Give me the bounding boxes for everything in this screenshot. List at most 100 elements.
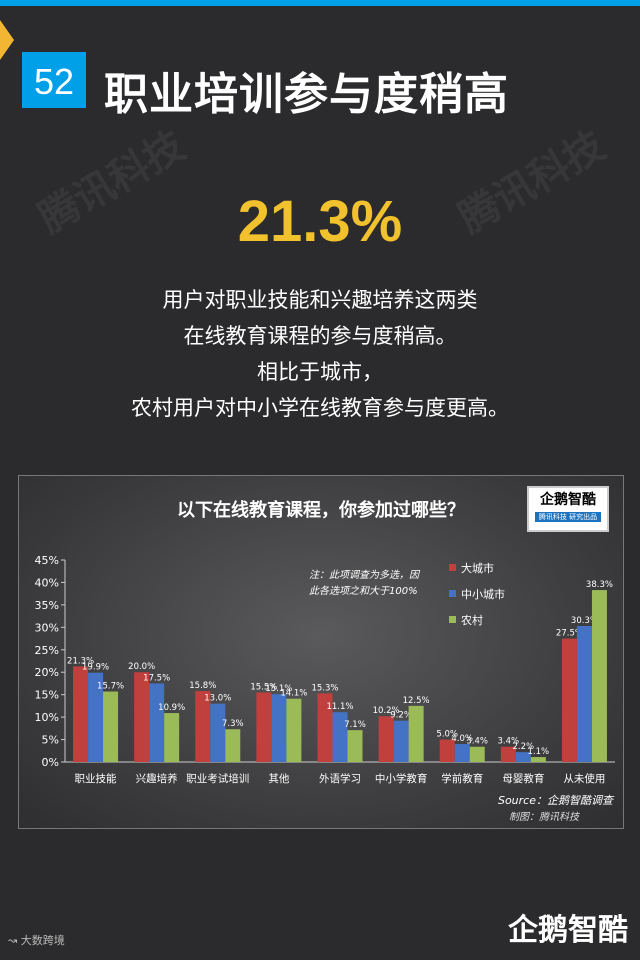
bar-农村	[591, 590, 607, 762]
bar-中小城市	[149, 683, 165, 762]
y-tick-label: 15%	[35, 689, 59, 702]
x-tick-label: 中小学教育	[375, 772, 428, 785]
x-tick-label: 职业考试培训	[186, 772, 249, 785]
x-tick-label: 学前教育	[441, 772, 483, 785]
bar-农村	[103, 691, 119, 762]
legend-label: 农村	[461, 613, 483, 627]
y-tick-label: 25%	[35, 644, 59, 657]
footer-icon: ↝	[8, 934, 18, 947]
bar-农村	[164, 713, 180, 762]
data-label: 17.5%	[143, 673, 170, 683]
chart-panel: 以下在线教育课程，你参加过哪些？ 企鹅智酷 腾讯科技 研究出品 注：此项调查为多…	[18, 475, 624, 829]
description-line: 相比于城市，	[257, 360, 383, 384]
x-tick-label: 职业技能	[75, 772, 117, 785]
data-label: 5.0%	[436, 730, 458, 740]
x-tick-label: 其他	[268, 772, 289, 785]
y-tick-label: 35%	[35, 599, 59, 612]
data-label: 13.0%	[204, 694, 231, 704]
y-tick-label: 5%	[42, 734, 59, 747]
legend-label: 中小城市	[461, 587, 505, 601]
footer-brand: 企鹅智酷	[508, 913, 628, 948]
chart-note: 注：此项调查为多选，因 此各选项之和大于100%	[309, 568, 419, 600]
bar-中小城市	[515, 752, 531, 762]
data-label: 1.1%	[528, 747, 550, 757]
y-tick-label: 10%	[35, 711, 59, 724]
note-line: 注：此项调查为多选，因	[309, 570, 419, 581]
bar-农村	[408, 705, 424, 762]
bar-农村	[225, 729, 241, 762]
data-label: 3.4%	[466, 737, 488, 747]
x-tick-label: 兴趣培养	[136, 772, 178, 785]
legend-label: 大城市	[461, 561, 494, 575]
bar-中小城市	[210, 703, 226, 762]
data-label: 27.5%	[556, 629, 583, 639]
y-tick-label: 40%	[35, 576, 59, 589]
data-label: 7.1%	[344, 720, 366, 730]
footer-left: ↝ 大数跨境	[8, 932, 65, 948]
bar-大城市	[500, 746, 516, 762]
data-label: 38.3%	[586, 580, 613, 590]
data-label: 14.1%	[280, 689, 307, 699]
x-tick-label: 外语学习	[319, 772, 361, 785]
data-label: 4.0%	[451, 734, 473, 744]
bar-中小城市	[454, 744, 470, 762]
bar-大城市	[195, 691, 211, 762]
description-line: 农村用户对中小学在线教育参与度更高。	[131, 396, 509, 420]
legend-swatch	[449, 590, 456, 597]
footer-left-text: 大数跨境	[20, 934, 65, 947]
description: 用户对职业技能和兴趣培养这两类 在线教育课程的参与度稍高。 相比于城市， 农村用…	[0, 282, 640, 426]
data-label: 10.9%	[158, 703, 185, 713]
data-label: 7.3%	[222, 719, 244, 729]
data-label: 2.2%	[513, 742, 535, 752]
y-tick-label: 0%	[42, 756, 59, 769]
bar-中小城市	[271, 694, 287, 762]
bar-农村	[469, 746, 485, 762]
bar-中小城市	[332, 712, 348, 762]
page-number: 52	[22, 52, 86, 108]
bar-中小城市	[88, 672, 104, 762]
y-tick-label: 20%	[35, 666, 59, 679]
corner-triangle	[0, 20, 14, 60]
note-line: 此各选项之和大于100%	[309, 586, 418, 597]
bar-农村	[286, 698, 302, 762]
bar-农村	[530, 757, 546, 762]
data-label: 15.8%	[189, 681, 216, 691]
data-label: 15.1%	[265, 684, 292, 694]
y-tick-label: 30%	[35, 621, 59, 634]
bar-农村	[347, 730, 363, 762]
logo-subtext: 腾讯科技 研究出品	[535, 512, 601, 522]
data-label: 30.3%	[571, 616, 598, 626]
page-title: 职业培训参与度稍高	[104, 69, 509, 120]
y-tick-label: 45%	[35, 554, 59, 567]
maker-text: 制图：腾讯科技	[509, 811, 581, 823]
legend-swatch	[449, 564, 456, 571]
logo-text: 企鹅智酷	[540, 492, 596, 508]
data-label: 12.5%	[403, 696, 430, 706]
bar-中小城市	[393, 720, 409, 762]
source-text: Source：企鹅智酷调查	[498, 794, 615, 807]
bar-chart: 0% 5% 10% 15% 20% 25% 30% 35% 40% 45% 21.3%19.9% 15…	[35, 554, 615, 823]
bar-大城市	[317, 693, 333, 762]
data-label: 15.5%	[250, 682, 277, 692]
data-label: 10.2%	[373, 706, 400, 716]
data-label: 15.3%	[311, 683, 338, 693]
bar-中小城市	[576, 625, 592, 762]
bar-大城市	[561, 638, 577, 762]
data-label: 3.4%	[498, 737, 520, 747]
chart-title: 以下在线教育课程，你参加过哪些？	[177, 500, 465, 521]
bar-大城市	[256, 692, 272, 762]
legend-swatch	[449, 616, 456, 623]
x-tick-label: 从未使用	[563, 772, 605, 785]
highlight-stat: 21.3%	[237, 189, 403, 254]
data-label: 15.7%	[97, 682, 124, 692]
bar-大城市	[439, 739, 455, 762]
x-tick-label: 母婴教育	[502, 772, 544, 785]
top-accent-bar	[0, 0, 640, 6]
bar-大城市	[73, 666, 89, 762]
description-line: 用户对职业技能和兴趣培养这两类	[162, 288, 478, 312]
data-label: 21.3%	[67, 656, 94, 666]
bar-大城市	[378, 716, 394, 762]
data-label: 19.9%	[82, 663, 109, 673]
logo: 企鹅智酷 腾讯科技 研究出品	[527, 486, 609, 532]
data-label: 20.0%	[128, 662, 155, 672]
